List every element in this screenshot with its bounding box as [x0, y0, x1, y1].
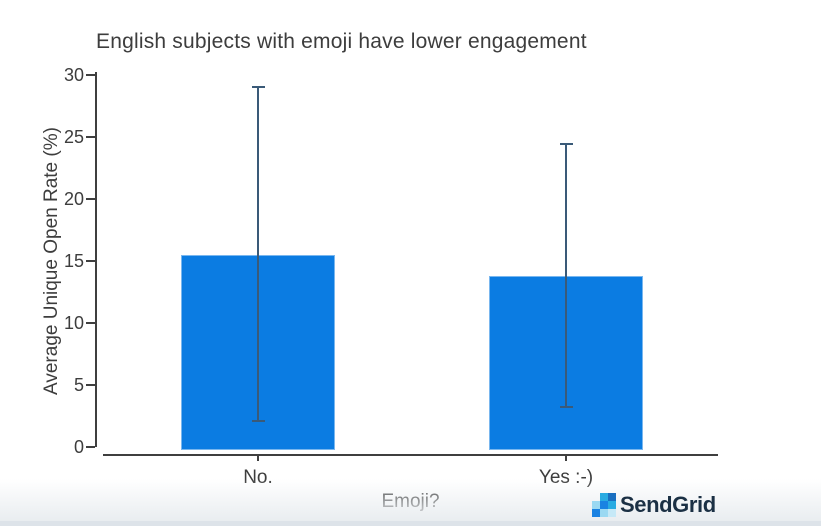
error-bar-line [257, 87, 259, 421]
y-tick-mark [86, 198, 95, 200]
error-bar-cap-top [251, 86, 265, 89]
logo-pixel [600, 493, 608, 501]
sendgrid-wordmark: SendGrid [620, 492, 716, 517]
logo-pixel [600, 509, 608, 517]
x-axis-title: Emoji? [381, 491, 440, 512]
error-bar-cap-bottom [251, 419, 265, 422]
x-tick-label: Yes :-) [538, 467, 594, 488]
logo-pixel [608, 501, 616, 509]
y-tick-label: 15 [63, 251, 84, 271]
y-tick-label: 20 [63, 189, 84, 209]
y-tick-label: 30 [63, 65, 84, 85]
y-tick-label: 25 [63, 127, 84, 147]
y-tick-label: 10 [63, 313, 84, 333]
x-axis-spine [103, 454, 718, 456]
logo-pixel [608, 509, 616, 517]
logo-pixel [608, 493, 616, 501]
error-bar-cap-bottom [559, 406, 573, 409]
logo-pixel [592, 509, 600, 517]
x-tick-label: No. [243, 467, 273, 488]
y-tick-mark [86, 74, 95, 76]
y-tick-mark [86, 384, 95, 386]
sendgrid-pixel-icon [592, 493, 616, 517]
x-tick-mark [565, 456, 567, 461]
error-bar-cap-top [559, 143, 573, 146]
y-tick-mark [86, 446, 95, 448]
y-tick-mark [86, 260, 95, 262]
y-tick-mark [86, 136, 95, 138]
chart-title: English subjects with emoji have lower e… [96, 30, 587, 53]
y-tick-label: 5 [73, 375, 84, 395]
logo-pixel [600, 501, 608, 509]
logo-pixel [592, 501, 600, 509]
error-bar-line [565, 144, 567, 408]
y-tick-mark [86, 322, 95, 324]
bottom-edge-strip [0, 521, 821, 526]
x-tick-mark [257, 456, 259, 461]
sendgrid-logo: SendGrid [592, 493, 716, 517]
y-axis-spine [95, 72, 97, 447]
y-tick-label: 0 [73, 437, 84, 457]
